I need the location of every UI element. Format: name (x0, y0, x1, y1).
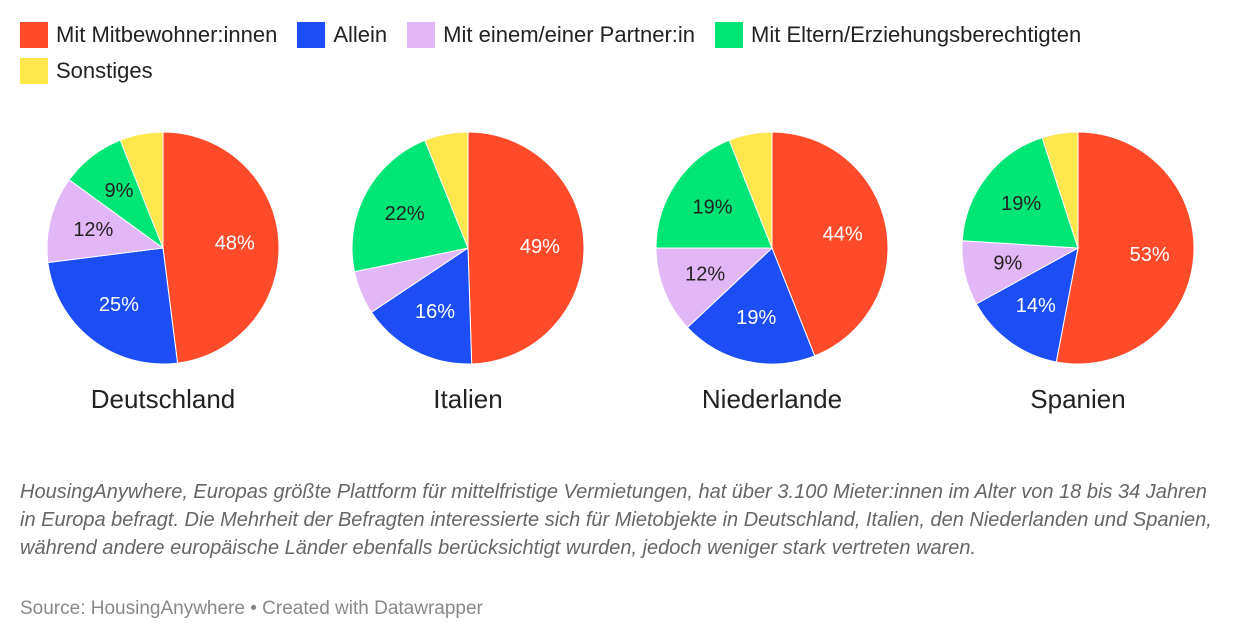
legend-item-partner: Mit einem/einer Partner:in (407, 22, 695, 48)
legend-item-mitbewohner: Mit Mitbewohner:innen (20, 22, 277, 48)
pie-slice (370, 247, 473, 365)
pie-charts: 48% 25% 12% 9% Deutschland 49% 16% 22% Italie… (0, 120, 1240, 430)
pie-slice (771, 131, 889, 357)
chart-title: Niederlande (701, 384, 843, 414)
slice-label: 49% (520, 236, 560, 258)
legend: Mit Mitbewohner:innen Allein Mit einem/e… (20, 22, 1220, 84)
legend-label: Sonstiges (56, 58, 153, 83)
slice-label: 9% (993, 253, 1022, 275)
pie-slice (119, 131, 164, 249)
pie-svg: 53% 14% 9% 19% (961, 131, 1195, 365)
slice-label: 19% (1001, 193, 1041, 215)
pie-slice (424, 131, 469, 249)
legend-swatch (20, 58, 48, 84)
pie-slice (46, 179, 165, 264)
legend-swatch (715, 22, 744, 48)
pie-chart-spanien: 53% 14% 9% 19% Spanien (928, 120, 1228, 420)
chart-title: Deutschland (90, 384, 236, 414)
slice-label: 48% (215, 232, 255, 254)
slice-label: 9% (104, 180, 133, 202)
legend-label: Mit Mitbewohner:innen (56, 22, 278, 47)
pie-slice (686, 247, 816, 365)
chart-title: Spanien (1030, 384, 1126, 414)
pie-chart-italien: 49% 16% 22% Italien (318, 120, 618, 420)
legend-item-sonstiges: Sonstiges (20, 58, 153, 84)
pie-slice (961, 137, 1079, 249)
slice-label: 12% (73, 219, 113, 241)
pie-slice (655, 139, 773, 249)
pie-svg: 44% 19% 12% 19% (655, 131, 889, 365)
chart-note: HousingAnywhere, Europas größte Plattfor… (20, 481, 1212, 559)
legend-item-allein: Allein (297, 22, 387, 48)
legend-label: Mit einem/einer Partner:in (443, 22, 696, 47)
slice-label: 53% (1130, 244, 1170, 266)
legend-label: Mit Eltern/Erziehungsberechtigten (751, 22, 1082, 47)
pie-svg: 49% 16% 22% (351, 131, 585, 365)
pie-slice (467, 131, 585, 365)
slice-label: 16% (415, 301, 455, 323)
slice-label: 44% (823, 224, 863, 246)
slice-label: 19% (693, 197, 733, 219)
legend-swatch (297, 22, 326, 48)
legend-label: Allein (333, 22, 388, 47)
pie-slice (975, 247, 1079, 363)
pie-slice (47, 247, 179, 365)
legend-item-eltern: Mit Eltern/Erziehungsberechtigten (715, 22, 1081, 48)
legend-swatch (407, 22, 436, 48)
slice-label: 14% (1016, 295, 1056, 317)
chart-source: Source: HousingAnywhere • Created with D… (20, 598, 483, 619)
pie-slice (655, 247, 774, 329)
chart-title: Italien (433, 384, 503, 414)
pie-slice (1055, 131, 1195, 365)
slice-label: 19% (736, 307, 776, 329)
pie-slice (728, 131, 773, 249)
legend-swatch (20, 22, 48, 48)
slice-label: 22% (385, 203, 425, 225)
slice-label: 25% (99, 294, 139, 316)
slice-label: 12% (685, 263, 725, 285)
pie-chart-deutschland: 48% 25% 12% 9% Deutschland (13, 120, 313, 420)
pie-chart-niederlande: 44% 19% 12% 19% Niederlande (622, 120, 922, 420)
pie-slice (351, 139, 469, 273)
pie-svg: 48% 25% 12% 9% (46, 131, 280, 365)
pie-slice (1041, 131, 1079, 249)
pie-slice (162, 131, 280, 364)
